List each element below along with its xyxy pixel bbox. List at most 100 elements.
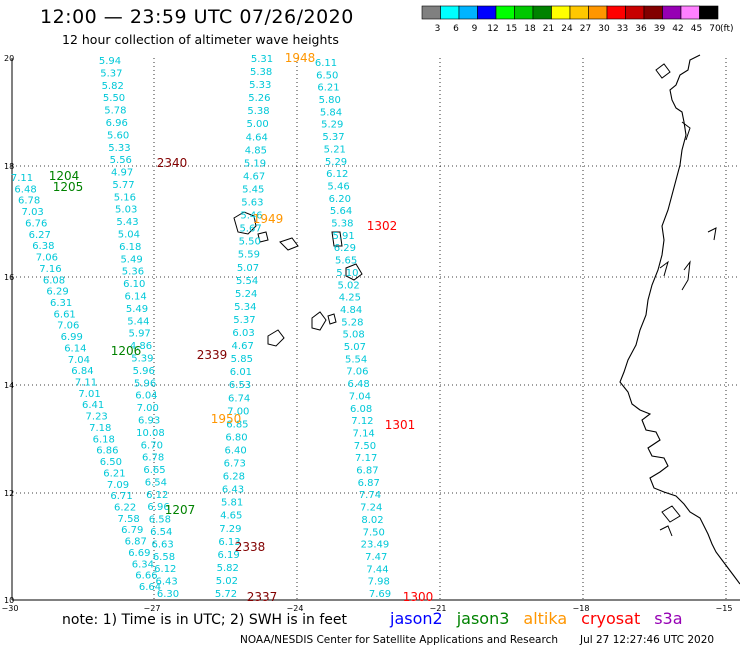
mission-name-jason2: jason2 — [390, 609, 443, 628]
legend-label: 15 — [506, 24, 517, 34]
legend-label: 27 — [580, 24, 591, 34]
wave-height-value: 7.24 — [360, 503, 382, 514]
wave-height-value: 4.84 — [340, 305, 362, 316]
wave-height-value: 6.01 — [230, 367, 252, 378]
wave-height-value: 4.67 — [232, 341, 254, 352]
lon-tick-label: −18 — [573, 604, 590, 613]
legend-label: 45 — [691, 24, 702, 34]
wave-height-value: 5.37 — [233, 315, 255, 326]
wave-height-value: 5.67 — [239, 224, 261, 235]
wave-height-value: 5.34 — [234, 302, 256, 313]
wave-height-value: 7.98 — [368, 577, 390, 588]
wave-height-value: 6.53 — [229, 380, 251, 391]
wave-height-value: 5.29 — [321, 120, 343, 131]
figure-subtitle: 12 hour collection of altimeter wave hei… — [62, 32, 339, 47]
lat-tick-label: 16 — [4, 273, 14, 282]
wave-height-value: 6.54 — [150, 527, 172, 538]
wave-height-value: 5.91 — [332, 231, 354, 242]
legend-swatch — [421, 5, 441, 20]
wave-height-value: 6.11 — [315, 58, 337, 69]
wave-height-value: 7.00 — [227, 406, 249, 417]
cape-verde-island-sal — [331, 231, 343, 247]
wave-height-value: 6.63 — [151, 539, 173, 550]
wave-height-value: 7.16 — [39, 264, 61, 275]
legend-swatch — [440, 5, 460, 20]
wave-height-value: 6.22 — [114, 502, 136, 513]
mission-name-altika: altika — [523, 609, 568, 628]
wave-height-value: 7.74 — [359, 490, 381, 501]
wave-height-value: 5.80 — [319, 95, 341, 106]
legend-label: 70 — [709, 24, 721, 34]
lon-tick-label: −21 — [430, 604, 447, 613]
cape-verde-island-maio — [311, 311, 327, 331]
wave-height-value: 6.80 — [225, 432, 247, 443]
wave-height-value: 7.23 — [86, 412, 108, 423]
cape-verde-island-boa-vista — [345, 263, 363, 281]
wave-height-value: 5.82 — [102, 81, 124, 92]
wave-height-value: 5.81 — [221, 498, 243, 509]
pass-time-label: 1949 — [253, 212, 284, 226]
wave-height-value: 5.10 — [336, 268, 358, 279]
wave-height-value: 7.06 — [36, 253, 58, 264]
legend-label: 12 — [487, 24, 498, 34]
legend-swatch — [643, 5, 663, 20]
wave-height-value: 5.59 — [238, 250, 260, 261]
footer-credit: NOAA/NESDIS Center for Satellite Applica… — [240, 634, 558, 646]
wave-height-value: 6.08 — [350, 404, 372, 415]
cape-verde-island-fogo — [327, 313, 337, 325]
wave-height-value: 6.50 — [100, 457, 122, 468]
wave-height-value: 4.64 — [246, 132, 268, 143]
wave-height-value: 7.50 — [354, 441, 376, 452]
wave-height-value: 5.43 — [116, 217, 138, 228]
wave-height-value: 5.02 — [337, 280, 359, 291]
wave-height-value: 5.46 — [240, 211, 262, 222]
wave-height-value: 6.73 — [224, 459, 246, 470]
africa-coastline — [619, 54, 740, 585]
wave-height-value: 5.96 — [133, 366, 155, 377]
legend-label: 9 — [472, 24, 478, 34]
wave-height-value: 6.30 — [157, 589, 179, 600]
legend-label: 24 — [561, 24, 573, 34]
wave-height-value: 6.79 — [121, 525, 143, 536]
wave-height-value: 5.07 — [237, 263, 259, 274]
wave-height-value: 6.71 — [110, 491, 132, 502]
wave-height-value: 5.28 — [341, 317, 363, 328]
wave-height-value: 5.31 — [251, 54, 273, 65]
wave-height-value: 5.45 — [242, 184, 264, 195]
legend-swatch — [606, 5, 626, 20]
coastline-detail-g — [659, 525, 673, 537]
legend-label: 39 — [654, 24, 666, 34]
wave-height-value: 6.70 — [141, 440, 163, 451]
pass-time-label: 1300 — [403, 590, 434, 604]
wave-height-value: 5.37 — [100, 68, 122, 79]
wave-height-value: 5.04 — [118, 230, 140, 241]
footer-note: note: 1) Time is in UTC; 2) SWH is in fe… — [62, 612, 348, 628]
lat-tick-label: 12 — [4, 489, 14, 498]
wave-height-value: 5.36 — [122, 267, 144, 278]
wave-height-value: 5.33 — [108, 143, 130, 154]
legend-swatch — [477, 5, 497, 20]
wave-height-value: 5.54 — [345, 354, 367, 365]
lon-tick-label: −15 — [716, 604, 733, 613]
wave-height-value: 6.12 — [146, 490, 168, 501]
legend-label: 36 — [635, 24, 647, 34]
lat-lon-grid — [11, 58, 740, 601]
wave-height-value: 7.09 — [107, 480, 129, 491]
wave-height-value: 7.69 — [369, 589, 391, 600]
wave-height-value: 4.97 — [111, 168, 133, 179]
pass-time-label: 1207 — [165, 503, 196, 517]
lon-tick-label: −24 — [287, 604, 304, 613]
wave-height-value: 5.38 — [250, 67, 272, 78]
wave-height-value: 6.87 — [356, 466, 378, 477]
wave-height-value: 6.78 — [18, 196, 40, 207]
wave-height-value: 6.78 — [142, 453, 164, 464]
wave-height-value: 5.24 — [235, 289, 257, 300]
legend-swatch — [532, 5, 552, 20]
wave-height-value: 6.64 — [139, 582, 161, 593]
legend-swatch — [495, 5, 515, 20]
wave-height-value: 5.46 — [327, 181, 349, 192]
coastline-detail-e — [659, 260, 669, 277]
wave-height-value: 5.65 — [335, 256, 357, 267]
wave-height-value: 6.87 — [358, 478, 380, 489]
wave-height-value: 5.50 — [239, 237, 261, 248]
